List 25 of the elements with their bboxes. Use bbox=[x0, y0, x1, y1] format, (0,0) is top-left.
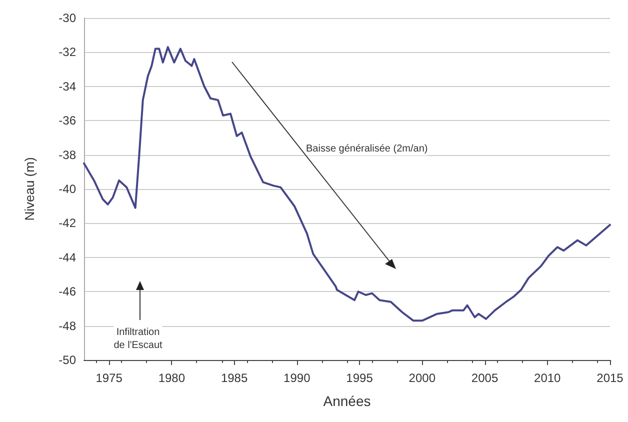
x-tick-label: 2010 bbox=[534, 371, 562, 385]
x-tick-label: 1975 bbox=[96, 371, 123, 385]
y-axis-title: Niveau (m) bbox=[22, 157, 37, 221]
y-tick-label: -50 bbox=[58, 353, 76, 367]
y-tick-label: -44 bbox=[58, 250, 76, 264]
y-tick-label: -48 bbox=[58, 318, 76, 333]
x-axis-title: Années bbox=[323, 393, 371, 409]
y-tick-label: -46 bbox=[58, 284, 76, 299]
y-tick-label: -30 bbox=[58, 11, 76, 25]
x-tick-label: 1985 bbox=[220, 371, 248, 385]
y-tick-label: -40 bbox=[58, 182, 76, 196]
x-tick-label: 1995 bbox=[346, 371, 374, 385]
x-tick-label: 2000 bbox=[408, 371, 436, 385]
y-tick-label: -36 bbox=[58, 114, 76, 128]
annotation: Baisse généralisée (2m/an) bbox=[306, 144, 428, 154]
y-tick-label: -38 bbox=[58, 148, 76, 162]
y-tick-label: -32 bbox=[58, 45, 76, 60]
x-tick-label: 1990 bbox=[284, 371, 311, 385]
x-tick-label: 2005 bbox=[471, 371, 498, 385]
y-tick-label: -42 bbox=[58, 216, 76, 230]
x-tick-label: 1980 bbox=[158, 371, 186, 385]
x-tick-label: 2015 bbox=[596, 371, 624, 385]
annotation: Infiltration de l'Escaut bbox=[114, 327, 163, 351]
y-tick-label: -34 bbox=[58, 79, 76, 94]
line-series bbox=[83, 46, 611, 322]
